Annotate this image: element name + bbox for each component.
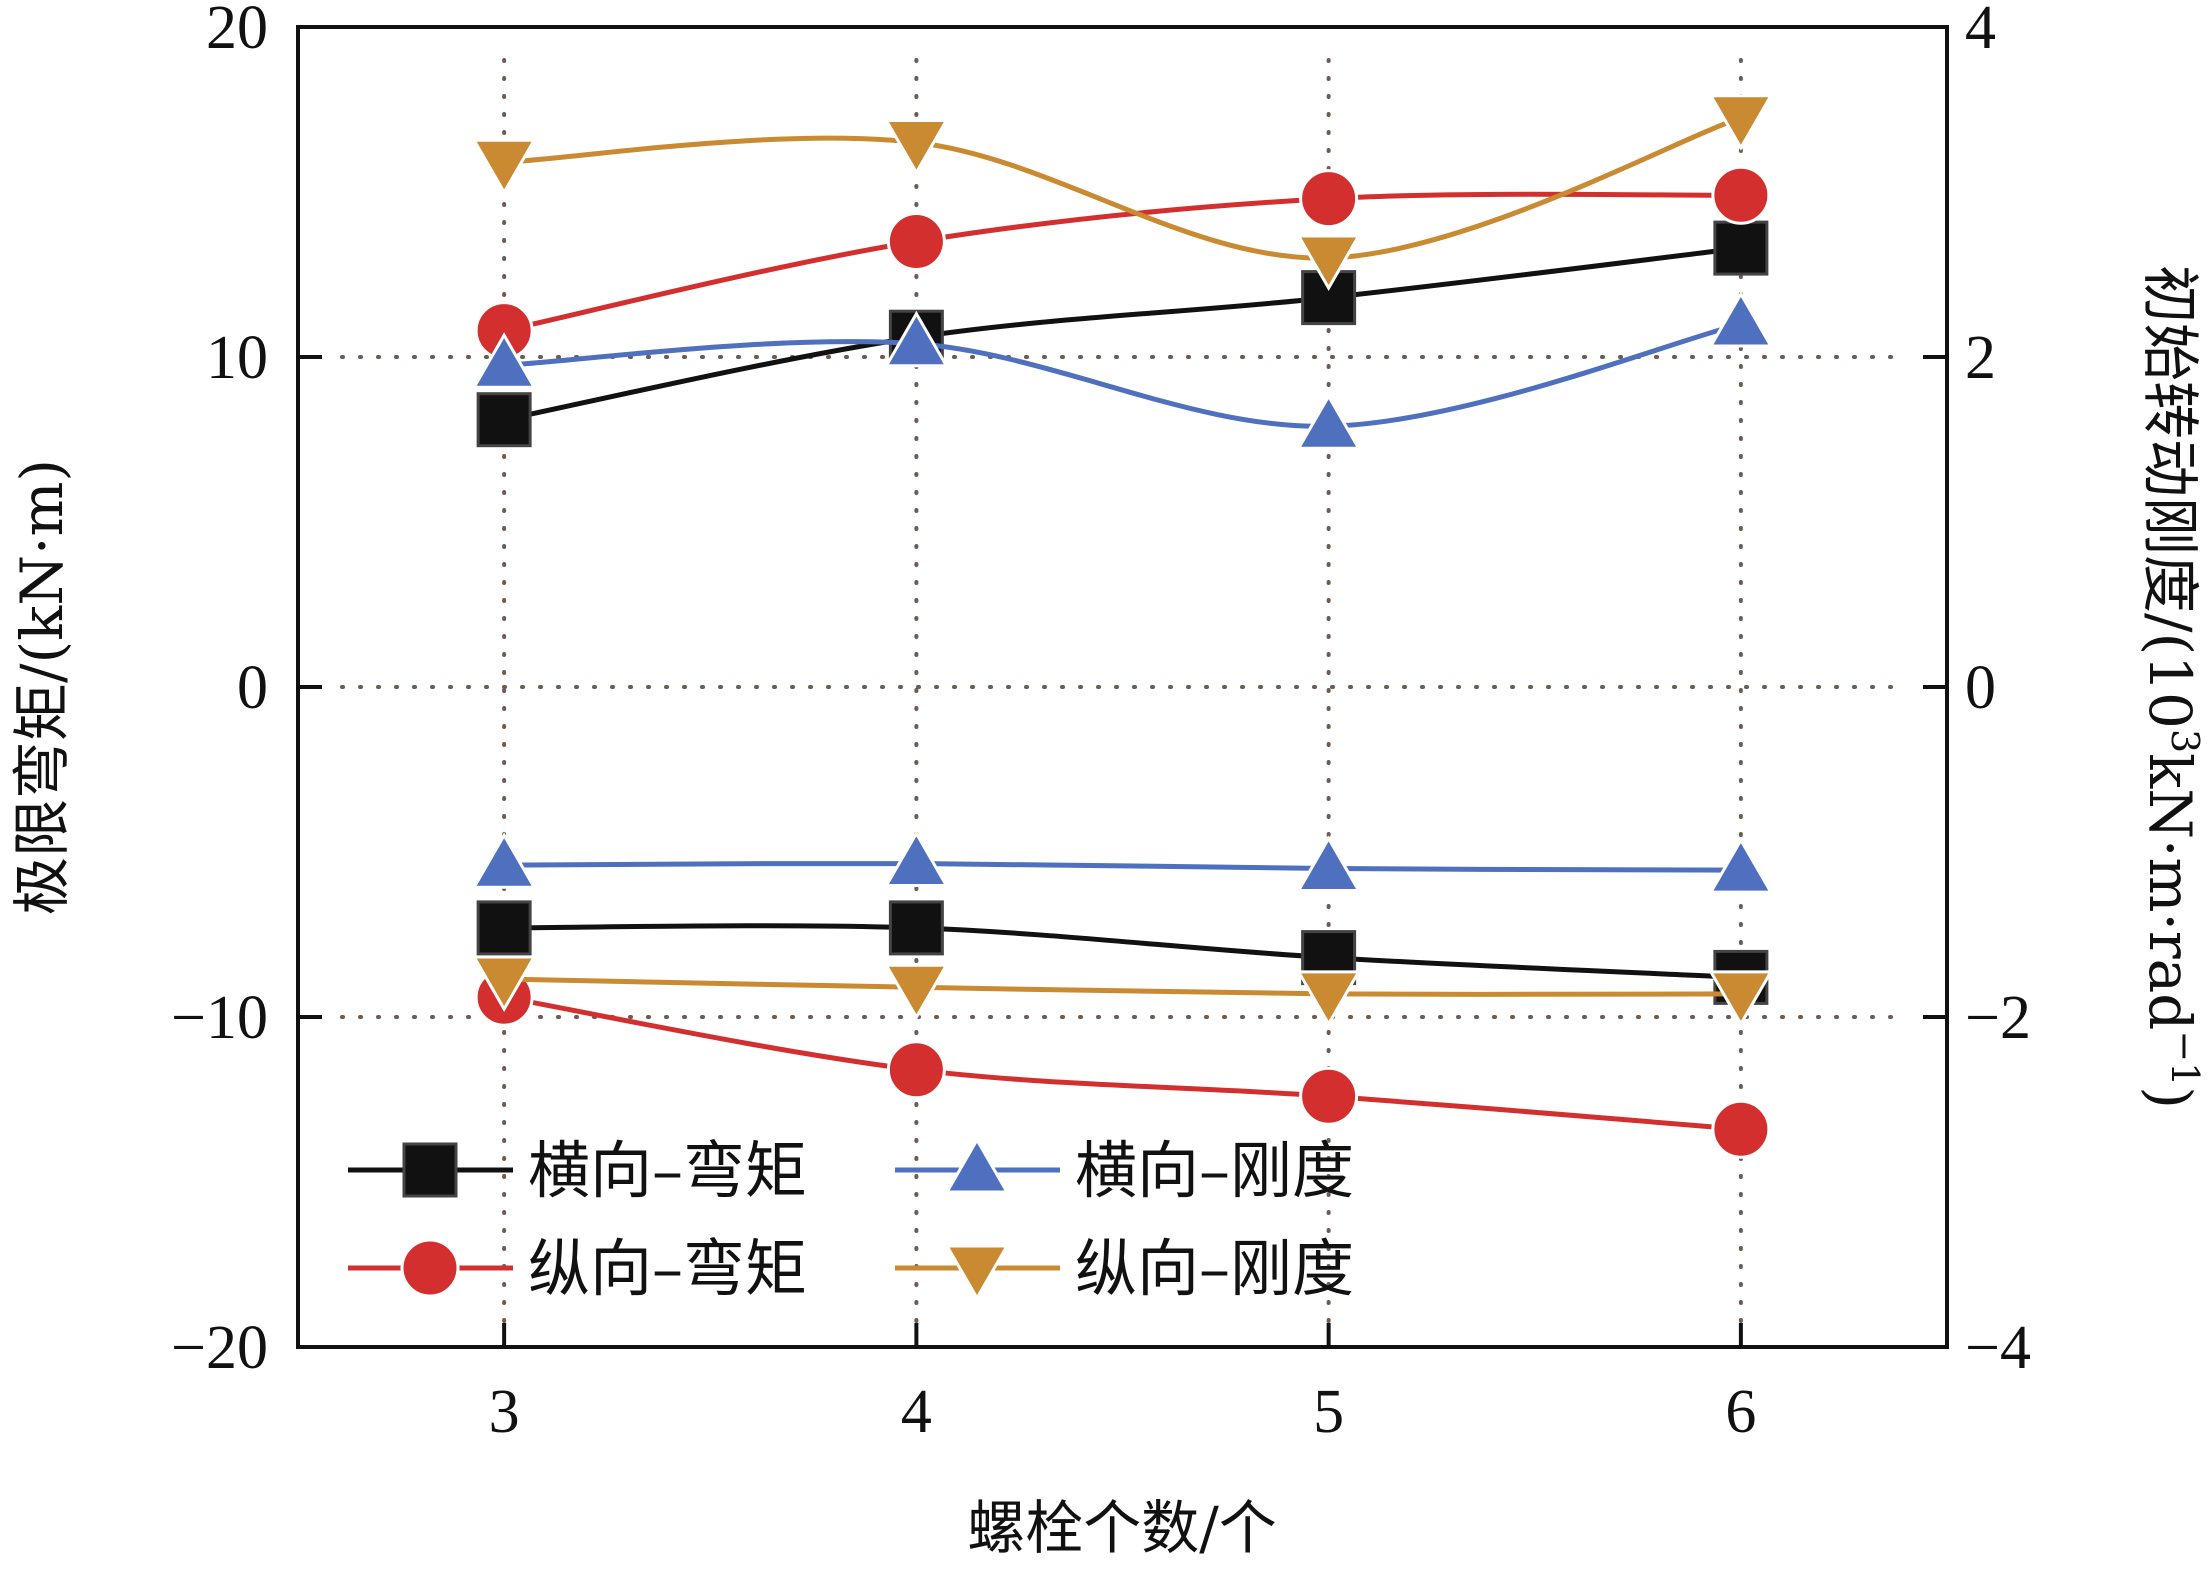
data-point-longitudinal-moment-positive-x6 (1711, 165, 1771, 225)
data-point-transverse-moment-positive-x6 (1713, 220, 1769, 276)
series-layer (471, 94, 1774, 1159)
y-left-tick-label: 20 (206, 0, 268, 62)
data-point-transverse-stiffness-negative-x6 (1708, 837, 1774, 894)
x-tick-label: 3 (489, 1378, 520, 1446)
data-point-longitudinal-stiffness-negative-x6 (1708, 970, 1774, 1027)
series-line-longitudinal-moment-positive (503, 191, 1741, 334)
y-left-tick-label: 0 (237, 654, 268, 722)
x-tick-label: 6 (1725, 1378, 1756, 1446)
y-right-tick-label: 0 (1965, 654, 1996, 722)
data-point-longitudinal-stiffness-positive-x6 (1708, 94, 1774, 151)
data-point-transverse-stiffness-positive-x6 (1708, 290, 1774, 348)
y-left-tick-label: −20 (171, 1314, 268, 1382)
data-point-transverse-stiffness-negative-x4 (883, 830, 949, 888)
y-axis-left-title: 极限弯矩/(kN·m) (8, 459, 76, 915)
data-point-transverse-stiffness-negative-x5 (1296, 835, 1362, 892)
data-point-transverse-stiffness-positive-x5 (1296, 393, 1362, 450)
series-line-transverse-moment-negative (504, 923, 1741, 980)
data-point-longitudinal-stiffness-positive-x3 (471, 138, 537, 196)
legend-marker-transverse-moment (402, 1142, 458, 1198)
data-point-longitudinal-stiffness-positive-x5 (1296, 234, 1362, 292)
data-point-transverse-stiffness-positive-x4 (883, 310, 949, 368)
legend-label-longitudinal-stiffness: 纵向–刚度 (1075, 1232, 1354, 1305)
data-point-transverse-stiffness-positive-x3 (471, 332, 537, 389)
data-point-transverse-moment-positive-x3 (476, 392, 532, 448)
data-point-transverse-moment-negative-x4 (888, 900, 944, 956)
data-point-longitudinal-moment-negative-x6 (1711, 1099, 1771, 1159)
y-axis-right-title-sup2: −1 (2163, 1030, 2207, 1086)
data-point-longitudinal-moment-negative-x4 (886, 1040, 946, 1100)
y-axis-right-title-mid: kN·m·rad (2136, 753, 2204, 1030)
series-line-transverse-moment-positive (503, 245, 1742, 423)
legend-marker-longitudinal-moment (400, 1238, 460, 1298)
y-axis-right-title: 初始转动刚度/(103kN·m·rad−1) (2136, 265, 2207, 1109)
legend-marker-transverse-stiffness (944, 1136, 1010, 1194)
legend-label-longitudinal-moment: 纵向–弯矩 (528, 1232, 807, 1305)
x-tick-label: 4 (901, 1378, 932, 1446)
legend-marker-longitudinal-stiffness (944, 1244, 1010, 1302)
y-right-tick-label: 4 (1965, 0, 1996, 62)
series-line-longitudinal-stiffness-positive (504, 115, 1742, 261)
y-right-tick-label: 2 (1965, 324, 1996, 392)
series-line-longitudinal-moment-negative (503, 994, 1742, 1132)
data-point-longitudinal-moment-positive-x5 (1299, 169, 1359, 229)
y-axis-right-title-end: ) (2136, 1086, 2204, 1109)
data-point-longitudinal-moment-negative-x5 (1299, 1066, 1359, 1126)
y-left-tick-label: −10 (171, 984, 268, 1052)
grid (340, 58, 1902, 1324)
data-point-transverse-moment-negative-x3 (476, 900, 532, 956)
series-line-transverse-stiffness-negative (504, 860, 1741, 873)
legend-label-transverse-moment: 横向–弯矩 (528, 1134, 807, 1207)
y-left-tick-label: 10 (206, 324, 268, 392)
data-point-longitudinal-stiffness-negative-x5 (1296, 970, 1362, 1027)
x-axis-title: 螺栓个数/个 (967, 1494, 1277, 1562)
data-point-longitudinal-stiffness-negative-x4 (883, 963, 949, 1021)
series-line-transverse-stiffness-positive (503, 321, 1742, 429)
series-line-longitudinal-stiffness-negative (504, 976, 1741, 997)
data-point-longitudinal-stiffness-positive-x4 (883, 119, 949, 176)
legend-label-transverse-stiffness: 横向–刚度 (1075, 1134, 1354, 1207)
x-tick-label: 5 (1313, 1378, 1344, 1446)
y-right-tick-label: −2 (1965, 984, 2031, 1052)
data-point-transverse-stiffness-negative-x3 (471, 832, 537, 889)
y-axis-right-title-sup1: 3 (2163, 729, 2207, 753)
data-point-longitudinal-moment-positive-x4 (886, 212, 946, 271)
y-right-tick-label: −4 (1965, 1314, 2031, 1382)
data-point-longitudinal-stiffness-negative-x3 (471, 955, 537, 1013)
y-axis-right-title-main: 初始转动刚度/(10 (2136, 265, 2204, 729)
